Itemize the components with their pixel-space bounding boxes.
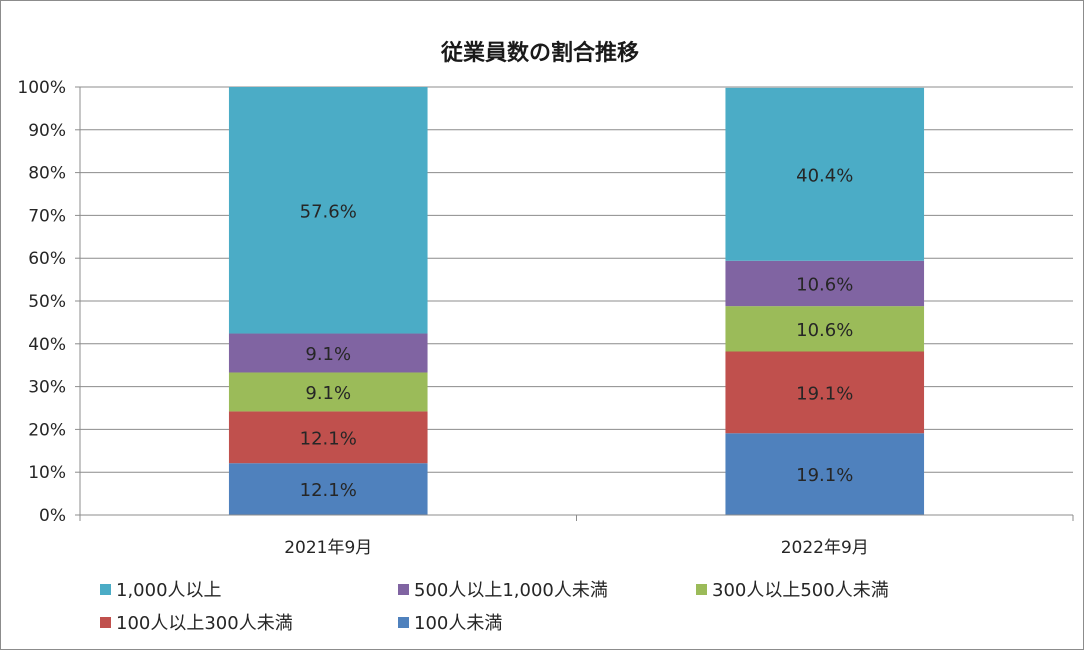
- data-label: 40.4%: [796, 165, 853, 186]
- data-label: 9.1%: [305, 383, 351, 404]
- data-label: 12.1%: [300, 428, 357, 449]
- bar-segment: [725, 433, 925, 515]
- chart-title: 従業員数の割合推移: [440, 40, 639, 66]
- y-tick-label: 50%: [28, 292, 66, 312]
- y-tick-label: 100%: [17, 78, 66, 98]
- data-label: 10.6%: [796, 320, 853, 341]
- data-label: 10.6%: [796, 274, 853, 295]
- y-tick-label: 0%: [39, 506, 66, 526]
- legend-item: 1,000人以上: [100, 580, 222, 601]
- bar-segment: [725, 351, 925, 434]
- bar-segment: [725, 87, 925, 261]
- category-label: 2022年9月: [781, 538, 869, 558]
- bar-segment: [228, 463, 428, 515]
- data-label: 19.1%: [796, 465, 853, 486]
- bar-segment: [725, 260, 925, 307]
- legend-swatch: [398, 584, 409, 595]
- data-label: 57.6%: [300, 201, 357, 222]
- data-label: 19.1%: [796, 383, 853, 404]
- y-tick-label: 80%: [28, 164, 66, 184]
- bar-segment: [228, 87, 428, 334]
- legend-swatch: [398, 617, 409, 628]
- axes: [79, 87, 1074, 521]
- category-labels: 2021年9月 2022年9月: [284, 538, 869, 558]
- y-tick-label: 90%: [28, 121, 66, 141]
- bar-segment: [725, 306, 925, 352]
- legend-swatch: [696, 584, 707, 595]
- legend-item: 300人以上500人未満: [696, 580, 889, 601]
- legend-swatch: [100, 584, 111, 595]
- y-tick-label: 20%: [28, 420, 66, 440]
- y-tick-label: 60%: [28, 249, 66, 269]
- legend-swatch: [100, 617, 111, 628]
- data-label: 12.1%: [300, 480, 357, 501]
- legend: 1,000人以上 500人以上1,000人未満 300人以上500人未満 100人以上…: [100, 580, 889, 634]
- legend-item: 100人未満: [398, 613, 502, 634]
- legend-item: 500人以上1,000人未満: [398, 580, 608, 601]
- bars: [228, 87, 925, 515]
- legend-label: 100人未満: [414, 613, 502, 634]
- y-tick-label: 30%: [28, 378, 66, 398]
- y-tick-label: 10%: [28, 463, 66, 483]
- bar-segment: [228, 333, 428, 373]
- legend-label: 1,000人以上: [116, 580, 222, 601]
- legend-label: 300人以上500人未満: [712, 580, 889, 601]
- y-tick-label: 70%: [28, 206, 66, 226]
- y-axis-ticks: 0% 10% 20% 30% 40% 50% 60% 70% 80% 90% 100%: [17, 78, 80, 526]
- legend-label: 500人以上1,000人未満: [414, 580, 608, 601]
- legend-label: 100人以上300人未満: [116, 613, 293, 634]
- data-label: 9.1%: [305, 344, 351, 365]
- legend-item: 100人以上300人未満: [100, 613, 293, 634]
- bar-segment: [228, 372, 428, 412]
- category-label: 2021年9月: [284, 538, 372, 558]
- bar-segment: [228, 411, 428, 464]
- data-labels: 12.1% 12.1% 9.1% 9.1% 57.6% 19.1% 19.1% 10.6% 10…: [300, 165, 854, 501]
- y-tick-label: 40%: [28, 335, 66, 355]
